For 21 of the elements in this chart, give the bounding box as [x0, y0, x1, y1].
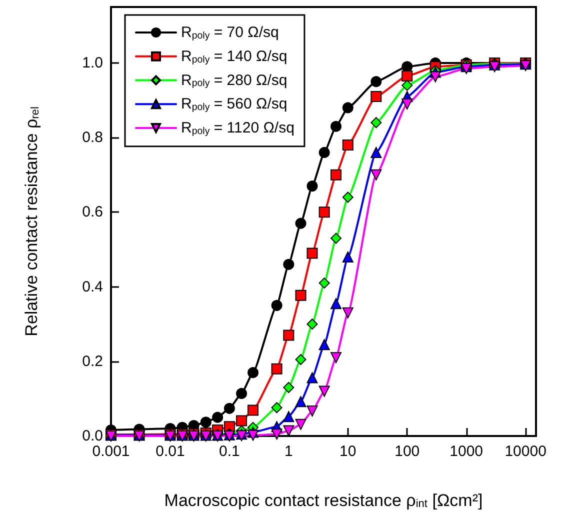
y-tick-label: 0.2 [82, 352, 103, 370]
x-tick-label: 10000 [504, 443, 546, 460]
x-tick-label: 100 [394, 443, 420, 460]
legend-label: Rpoly = 280 Ω/sq [181, 72, 288, 90]
x-tick-label: 0.1 [219, 443, 240, 460]
x-tick-label: 0.01 [156, 443, 185, 460]
x-axis-title: Macroscopic contact resistance ρint [Ωcm²] [164, 490, 483, 510]
x-tick-label: 0.001 [92, 443, 130, 460]
x-tick-label: 1000 [450, 443, 484, 460]
y-tick-label: 1.0 [82, 54, 103, 72]
y-tick-label: 0.0 [82, 428, 103, 444]
y-axis-title: Relative contact resistance ρrel [22, 106, 42, 336]
x-tick-label: 10 [340, 443, 356, 460]
legend-label: Rpoly = 560 Ω/sq [181, 96, 288, 113]
y-tick-label: 0.8 [82, 129, 103, 146]
legend-label: Rpoly = 140 Ω/sq [181, 48, 288, 66]
y-tick-label: 0.6 [82, 204, 103, 221]
x-tick-label: 1 [284, 443, 293, 460]
legend-label: Rpoly = 1120 Ω/sq [181, 120, 294, 137]
legend-label: Rpoly = 70 Ω/sq [181, 24, 279, 42]
y-tick-label: 0.4 [82, 278, 103, 296]
